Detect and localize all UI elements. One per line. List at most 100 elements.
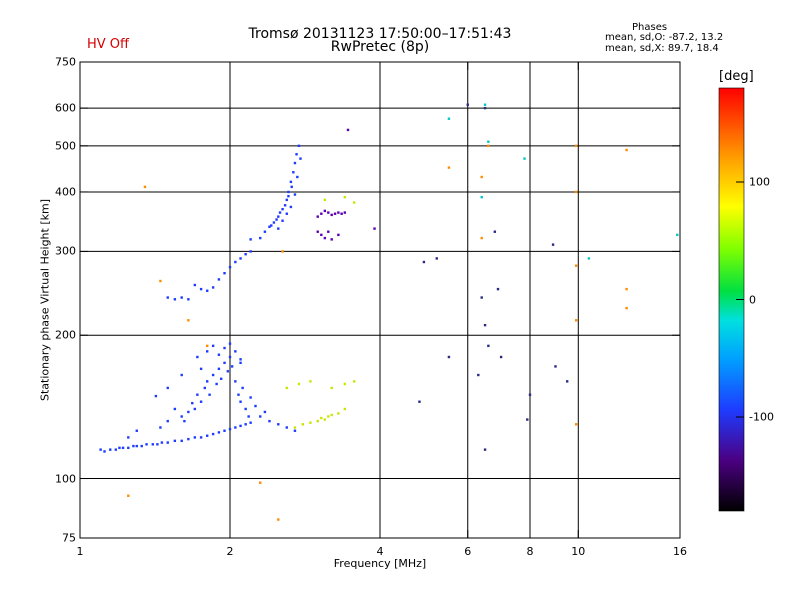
colorbar-tick-label: -100 xyxy=(749,410,774,424)
colorbar-ticks xyxy=(736,181,744,418)
data-point xyxy=(554,365,557,368)
x-tick-label: 16 xyxy=(673,545,687,558)
colorbar-tick-label: 0 xyxy=(749,293,756,306)
data-point xyxy=(249,238,252,241)
data-point xyxy=(480,236,483,240)
data-point xyxy=(285,198,288,202)
data-point xyxy=(323,209,327,213)
data-point xyxy=(293,193,297,196)
data-point xyxy=(199,287,203,291)
colorbar-label: [deg] xyxy=(719,69,754,84)
data-point xyxy=(301,423,305,426)
data-point xyxy=(340,212,343,215)
y-tick-label: 300 xyxy=(55,244,76,258)
data-point xyxy=(327,211,330,214)
data-point xyxy=(121,446,125,450)
data-point xyxy=(237,393,240,396)
data-point xyxy=(234,260,237,264)
data-point xyxy=(323,198,327,202)
data-point xyxy=(187,437,190,441)
data-point xyxy=(447,166,451,169)
data-point xyxy=(244,252,247,256)
data-point xyxy=(281,219,284,222)
data-point xyxy=(230,365,234,368)
data-point xyxy=(625,148,628,152)
data-point xyxy=(211,432,215,436)
data-point xyxy=(228,342,232,345)
data-point xyxy=(447,355,451,359)
data-point xyxy=(215,382,218,386)
data-point xyxy=(290,185,293,189)
data-point xyxy=(297,382,301,386)
data-point xyxy=(205,380,209,383)
data-point xyxy=(287,190,290,194)
data-point xyxy=(285,386,288,390)
data-point xyxy=(196,355,199,359)
data-point xyxy=(292,171,295,174)
data-point xyxy=(268,419,271,423)
data-point xyxy=(487,140,490,143)
data-point xyxy=(180,439,183,443)
data-point xyxy=(277,423,280,426)
phases-o-stats: mean, sd,O: -87.2, 13.2 xyxy=(605,32,724,43)
data-point xyxy=(316,215,319,218)
data-point xyxy=(173,298,177,301)
data-points xyxy=(99,103,679,521)
data-point xyxy=(234,380,237,383)
data-point xyxy=(211,286,215,289)
data-point xyxy=(289,205,293,209)
data-point xyxy=(480,296,483,299)
data-point xyxy=(299,157,302,160)
data-point xyxy=(287,194,290,198)
data-point xyxy=(330,238,333,241)
data-point xyxy=(293,426,297,429)
data-point xyxy=(193,407,197,411)
data-point xyxy=(228,427,232,431)
data-point xyxy=(193,283,197,287)
data-point xyxy=(249,396,252,399)
data-point xyxy=(285,212,288,215)
data-point xyxy=(127,436,130,439)
data-point xyxy=(140,444,143,448)
data-point xyxy=(205,344,209,348)
y-tick-label: 500 xyxy=(55,139,76,153)
x-tick-label: 8 xyxy=(526,545,534,558)
data-point xyxy=(99,448,102,451)
data-point xyxy=(270,224,273,227)
data-point xyxy=(143,185,147,189)
data-point xyxy=(320,416,323,420)
data-point xyxy=(205,289,209,292)
data-point xyxy=(483,448,487,451)
data-point xyxy=(205,434,209,437)
data-point xyxy=(565,380,569,383)
data-point xyxy=(226,370,230,373)
data-point xyxy=(223,361,226,365)
data-point xyxy=(239,257,242,260)
data-point xyxy=(337,412,340,415)
data-point xyxy=(574,319,578,322)
data-point xyxy=(208,393,211,396)
y-tick-label: 75 xyxy=(62,531,76,545)
data-point xyxy=(293,429,297,432)
data-point xyxy=(223,346,226,350)
data-point xyxy=(166,419,169,423)
data-point xyxy=(320,212,323,215)
data-point xyxy=(435,257,438,260)
data-point xyxy=(211,373,215,377)
hv-status-label: HV Off xyxy=(87,37,129,52)
data-point xyxy=(247,415,250,418)
data-point xyxy=(239,358,242,361)
data-point xyxy=(523,157,526,160)
data-point xyxy=(187,298,190,301)
data-point xyxy=(217,367,221,371)
data-point xyxy=(166,386,169,390)
data-point xyxy=(203,386,206,390)
x-tick-label: 6 xyxy=(464,545,472,558)
data-point xyxy=(528,393,532,396)
data-point xyxy=(496,287,500,291)
data-point xyxy=(199,367,203,371)
data-point xyxy=(316,230,319,233)
data-point xyxy=(254,404,257,408)
data-point xyxy=(205,350,209,353)
data-point xyxy=(160,441,164,444)
